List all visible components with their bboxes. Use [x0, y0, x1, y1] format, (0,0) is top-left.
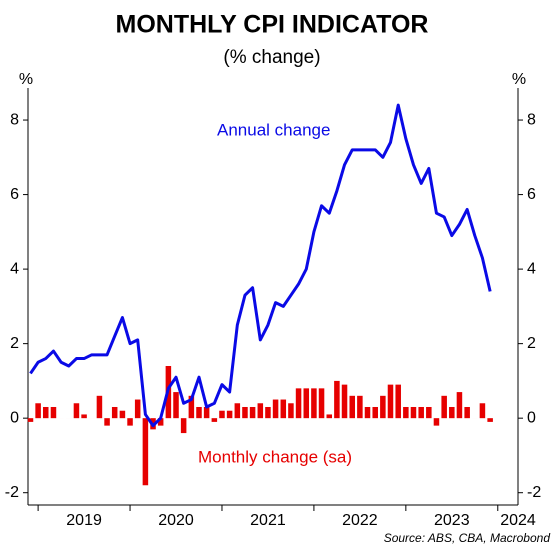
y-tick-label: 8: [10, 111, 19, 128]
bar: [410, 406, 417, 419]
bar: [127, 418, 133, 426]
bar: [142, 418, 149, 486]
chart-subtitle: (% change): [223, 47, 320, 68]
bar: [449, 406, 455, 419]
bar: [288, 403, 294, 419]
bar: [81, 414, 87, 419]
bar: [42, 406, 49, 419]
y2-tick-label: 0: [527, 409, 536, 426]
series-label: Annual change: [217, 120, 330, 139]
bar: [249, 406, 256, 419]
line: [29, 103, 492, 428]
x-tick-label: 2023: [434, 512, 470, 529]
bar: [433, 418, 440, 426]
y2-tick-label: -2: [527, 484, 541, 501]
y-tick-label: -2: [5, 484, 19, 501]
source-note: Source: ABS, CBA, Macrobond: [384, 531, 551, 545]
bar: [372, 406, 378, 419]
y-tick-label: 0: [10, 409, 19, 426]
bar: [295, 388, 302, 419]
bar: [395, 384, 401, 419]
y2-tick-label: 8: [527, 111, 536, 128]
bar: [111, 406, 118, 419]
bar: [418, 406, 424, 419]
y-tick-label: 4: [10, 260, 19, 277]
bar: [464, 406, 470, 419]
bar: [326, 414, 333, 419]
bar: [349, 395, 356, 419]
bar: [426, 406, 432, 419]
x-tick-label: 2022: [342, 512, 378, 529]
bar: [364, 406, 371, 419]
bar: [119, 410, 126, 419]
bar: [173, 392, 179, 419]
y-tick-label: 6: [10, 186, 19, 203]
bar: [487, 418, 493, 422]
x-tick-label: 2020: [158, 512, 194, 529]
bar: [211, 418, 218, 422]
bar: [318, 388, 325, 419]
y-tick-label: 2: [10, 335, 19, 352]
y2-tick-label: 6: [527, 186, 536, 203]
bar: [265, 406, 271, 419]
series-label: Monthly change (sa): [198, 447, 352, 466]
bar: [50, 406, 57, 419]
bar: [96, 395, 103, 419]
x-tick-label: 2021: [250, 512, 286, 529]
bar: [196, 406, 202, 419]
bar: [403, 406, 409, 419]
y-axis-unit: %: [19, 71, 33, 88]
bar: [27, 418, 34, 422]
bar: [387, 384, 394, 419]
chart-title: MONTHLY CPI INDICATOR: [116, 11, 429, 39]
bar: [272, 399, 279, 419]
bar: [234, 403, 241, 419]
y2-tick-label: 2: [527, 335, 536, 352]
bar: [180, 418, 187, 434]
bar: [380, 395, 386, 419]
bar: [226, 410, 233, 419]
bar: [441, 395, 447, 419]
bar: [203, 406, 210, 419]
bar: [188, 395, 195, 419]
y2-axis-unit: %: [512, 71, 526, 88]
bar: [157, 418, 164, 426]
bar: [134, 399, 141, 419]
bar: [303, 388, 310, 419]
bar: [219, 410, 225, 419]
bar: [242, 406, 248, 419]
bar: [311, 388, 317, 419]
y2-tick-label: 4: [527, 260, 536, 277]
bar: [479, 403, 486, 419]
x-tick-label: 2024: [500, 512, 536, 529]
bar: [341, 384, 348, 419]
bar: [257, 403, 264, 419]
bar: [35, 403, 41, 419]
bar: [280, 399, 287, 419]
bar: [73, 403, 80, 419]
bar: [104, 418, 110, 426]
bar: [357, 395, 363, 419]
bar: [456, 392, 463, 419]
bar: [334, 380, 340, 419]
x-tick-label: 2019: [66, 512, 102, 529]
